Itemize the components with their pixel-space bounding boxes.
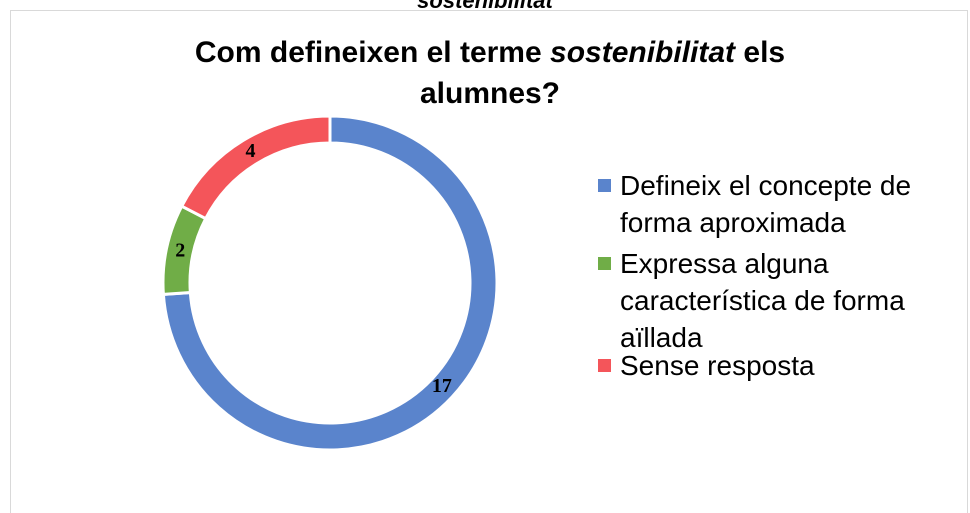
donut-slice — [179, 114, 332, 221]
donut-slice — [161, 114, 499, 452]
title-italic: sostenibilitat — [550, 36, 736, 69]
legend-label: Defineix el concepte de forma aproximada — [620, 170, 912, 238]
legend-swatch — [598, 257, 611, 270]
legend-swatch — [598, 179, 611, 192]
data-label: 4 — [246, 140, 256, 162]
title-part: Com defineixen el terme — [194, 36, 542, 69]
legend-label: Expressa alguna característica de forma … — [620, 248, 905, 353]
legend-swatch — [598, 359, 611, 372]
title-part: els alumnes? — [419, 36, 786, 110]
chart-frame — [10, 10, 968, 513]
legend-label: Sense resposta — [620, 350, 815, 381]
data-label: 17 — [432, 375, 452, 397]
top-text: sostenibilitat — [417, 0, 553, 13]
donut — [161, 114, 499, 452]
data-label: 2 — [175, 239, 185, 261]
chart-title: Com defineixen el terme sostenibilitat e… — [140, 32, 840, 114]
